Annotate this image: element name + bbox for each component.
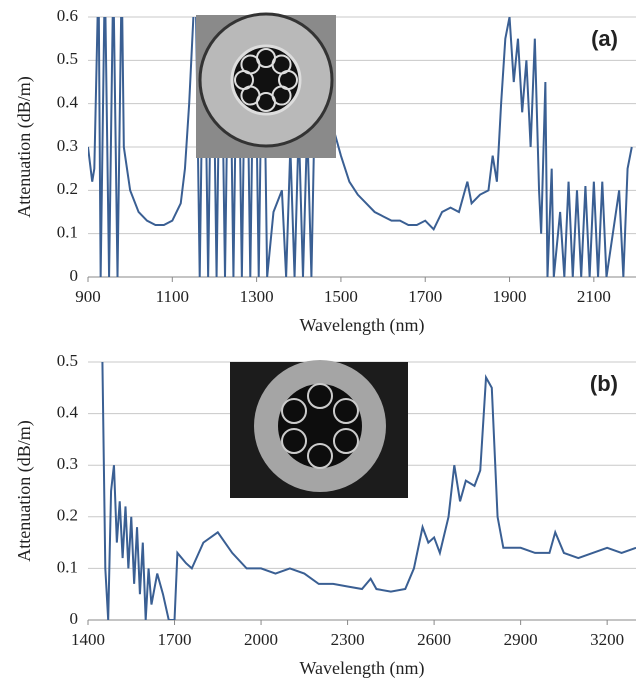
x-tick-label: 2100: [577, 287, 611, 306]
capillary: [307, 383, 333, 409]
capillary: [332, 398, 359, 424]
y-tick-label: 0.3: [57, 454, 78, 473]
x-tick-label: 1900: [493, 287, 527, 306]
capillary: [307, 443, 333, 469]
x-tick-label: 1100: [156, 287, 189, 306]
y-tick-label: 0: [70, 266, 79, 285]
x-tick-label: 2000: [244, 630, 278, 649]
capillary: [281, 398, 308, 424]
x-axis-label: Wavelength (nm): [299, 658, 424, 679]
capillary: [271, 54, 292, 75]
y-tick-label: 0.4: [57, 93, 79, 112]
x-tick-label: 3200: [590, 630, 624, 649]
x-tick-label: 2600: [417, 630, 451, 649]
x-tick-label: 900: [75, 287, 101, 306]
data-line: [101, 362, 636, 620]
y-tick-label: 0.1: [57, 223, 78, 242]
inset-photo: [230, 360, 408, 498]
y-tick-label: 0.5: [57, 49, 78, 68]
x-tick-label: 1300: [240, 287, 274, 306]
y-axis-label: Attenuation (dB/m): [14, 420, 35, 561]
y-tick-label: 0.1: [57, 557, 78, 576]
data-line: [88, 17, 633, 277]
x-tick-label: 1700: [408, 287, 442, 306]
y-tick-label: 0.5: [57, 351, 78, 370]
x-tick-label: 1700: [158, 630, 192, 649]
capillary: [281, 428, 308, 454]
fiber-core: [230, 44, 302, 116]
panel-label: (b): [590, 371, 618, 396]
x-tick-label: 1500: [324, 287, 358, 306]
x-tick-label: 2900: [504, 630, 538, 649]
x-tick-label: 2300: [331, 630, 365, 649]
y-tick-label: 0.3: [57, 136, 78, 155]
y-tick-label: 0.2: [57, 179, 78, 198]
inset-photo: [196, 12, 336, 158]
panel-label: (a): [591, 26, 618, 51]
x-tick-label: 1400: [71, 630, 105, 649]
x-axis-label: Wavelength (nm): [299, 315, 424, 336]
y-tick-label: 0: [70, 609, 79, 628]
capillary: [332, 428, 359, 454]
y-tick-label: 0.6: [57, 6, 78, 25]
y-tick-label: 0.2: [57, 506, 78, 525]
fiber-core: [278, 384, 362, 468]
y-tick-label: 0.4: [57, 403, 79, 422]
y-axis-label: Attenuation (dB/m): [14, 76, 35, 217]
